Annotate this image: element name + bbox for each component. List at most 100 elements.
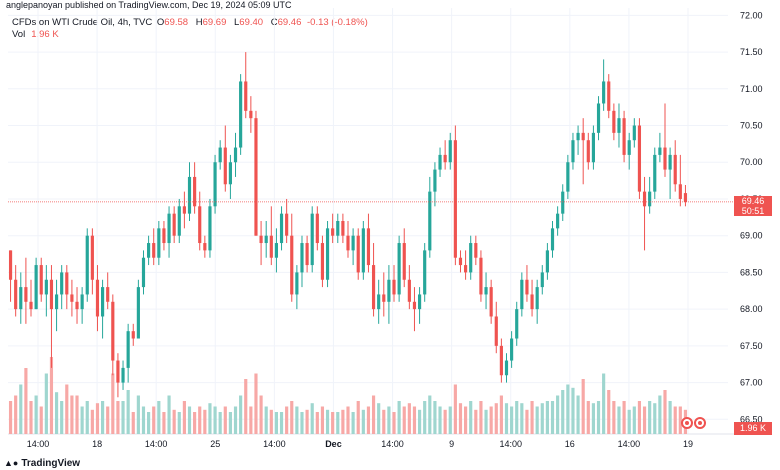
y-tick-label: 71.50: [740, 47, 763, 57]
volume-bar: [371, 395, 376, 434]
candle-body: [586, 140, 590, 163]
candle-body: [678, 184, 682, 199]
candle-body: [356, 235, 360, 273]
low-value: 69.40: [239, 17, 264, 28]
volume-bar: [535, 406, 539, 434]
volume-bar: [489, 406, 493, 434]
volume-bar: [111, 373, 115, 434]
candle-body: [279, 213, 284, 244]
y-tick-label: 70.00: [740, 157, 763, 167]
volume-bar: [44, 373, 48, 434]
candle-body: [556, 213, 560, 229]
candle-body: [198, 206, 202, 244]
volume-bar: [545, 401, 549, 434]
volume-bar: [382, 409, 386, 434]
candle-body: [341, 221, 345, 236]
candle-body: [510, 338, 514, 361]
candle-body: [157, 228, 161, 258]
candle-body: [315, 213, 319, 244]
candle-body: [632, 125, 636, 141]
volume-bar: [341, 409, 345, 434]
candle-body: [402, 243, 406, 280]
candle-body: [653, 154, 657, 192]
last-price-value: 69.46: [741, 195, 765, 206]
calendar-event-icon[interactable]: [681, 417, 693, 429]
volume-bar: [187, 406, 192, 434]
volume-bar: [295, 406, 299, 434]
volume-bar: [494, 403, 498, 434]
y-tick-label: 66.50: [740, 414, 763, 424]
volume-bar: [126, 390, 130, 434]
candle-body: [320, 243, 325, 280]
candle-body: [162, 228, 166, 244]
volume-bar: [540, 403, 544, 434]
candle-body: [14, 279, 18, 310]
candle-body: [591, 132, 595, 163]
candle-body: [397, 243, 401, 295]
candle-body: [576, 132, 580, 141]
symbol-legend: CFDs on WTI Crude Oil, 4h, TVC O69.58 H6…: [12, 16, 371, 29]
candle-body: [177, 206, 181, 236]
volume-bar: [417, 409, 422, 434]
calendar-event-icon[interactable]: [694, 417, 706, 429]
x-tick-label: 18: [92, 439, 102, 449]
volume-bar: [648, 401, 652, 434]
volume-bar: [279, 412, 284, 434]
volume-bar: [566, 384, 570, 434]
volume-bar: [101, 401, 105, 434]
volume-bar: [162, 412, 166, 434]
y-tick-label: 67.00: [740, 378, 763, 388]
candle-body: [310, 213, 314, 266]
x-tick-label: 14:00: [618, 439, 641, 449]
candle-body: [479, 257, 483, 295]
candle-body: [540, 272, 544, 288]
volume-bar: [239, 395, 243, 434]
candle-body: [65, 272, 69, 295]
volume-bar: [448, 406, 452, 434]
volume-bar: [499, 395, 503, 434]
volume-bar: [576, 395, 580, 434]
volume-bar: [269, 409, 273, 434]
candle-body: [499, 345, 503, 376]
volume-value: 1.96 K: [31, 29, 59, 40]
volume-bar: [453, 384, 457, 434]
candle-body: [392, 279, 396, 295]
footer-brand[interactable]: ▲● TradingView: [4, 458, 80, 469]
volume-bar: [658, 395, 662, 434]
candle-body: [75, 301, 79, 310]
candle-body: [101, 287, 105, 317]
candle-body: [54, 294, 59, 310]
volume-bar: [392, 412, 396, 434]
volume-bar: [443, 409, 447, 434]
candle-body: [152, 243, 156, 258]
volume-bar: [586, 401, 590, 434]
volume-bar: [249, 406, 253, 434]
tradingview-logo-icon: ▲●: [4, 458, 19, 469]
candle-body: [412, 301, 417, 310]
candle-body: [274, 243, 279, 258]
candle-body: [295, 272, 299, 295]
volume-bar: [581, 379, 585, 434]
candle-body: [187, 176, 192, 214]
volume-bar: [663, 390, 667, 434]
candle-body: [208, 206, 212, 251]
candle-body: [622, 118, 626, 155]
volume-bar: [530, 401, 534, 434]
candle-body: [566, 162, 570, 192]
candle-body: [535, 287, 539, 310]
volume-bar: [172, 409, 176, 434]
volume-bar: [285, 406, 289, 434]
candle-body: [407, 279, 411, 302]
volume-bar: [264, 406, 268, 434]
volume-bar: [233, 406, 238, 434]
candle-body: [571, 140, 575, 163]
x-tick-label: 9: [449, 439, 454, 449]
candle-body: [305, 243, 309, 266]
candle-body: [39, 265, 43, 295]
volume-bar: [607, 390, 611, 434]
volume-bar: [203, 409, 207, 434]
candle-body: [351, 235, 355, 251]
volume-bar: [213, 406, 217, 434]
candle-body: [213, 162, 217, 207]
